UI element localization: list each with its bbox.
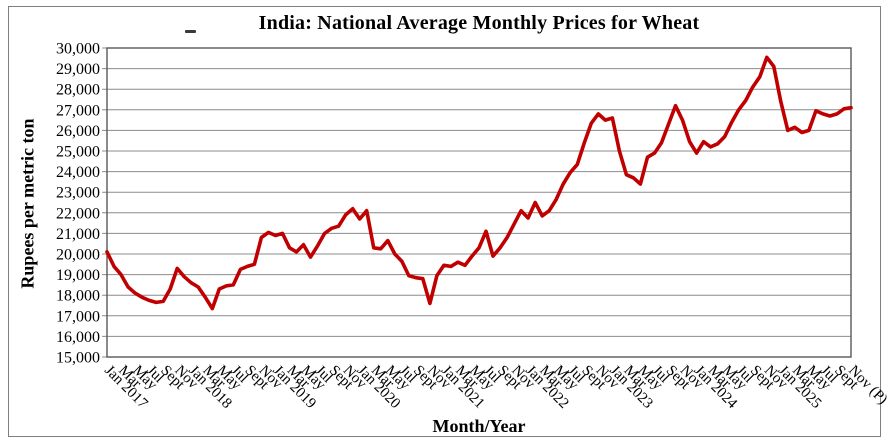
y-tick-label: 26,000 [56,123,100,140]
y-tick-label: 25,000 [56,144,100,161]
y-tick-label: 19,000 [56,267,100,284]
plot-frame [106,47,852,358]
chart-outer-border [8,6,881,437]
chart-title: India: National Average Monthly Prices f… [258,12,700,34]
wheat-price-series-line [105,55,853,311]
y-tick-label: 17,000 [56,308,100,325]
stray-dash-mark [185,30,196,33]
y-tick-label: 18,000 [56,288,100,305]
y-tick-label: 21,000 [56,226,100,243]
y-tick-label: 16,000 [56,329,100,346]
y-tick-label: 24,000 [56,164,100,181]
y-tick-label: 20,000 [56,247,100,264]
y-axis-title: Rupees per metric ton [17,118,38,289]
x-axis-title: Month/Year [432,416,526,436]
y-tick-label: 23,000 [56,185,100,202]
y-tick-label: 28,000 [56,82,100,99]
y-tick-label: 30,000 [56,41,100,58]
y-tick-label: 15,000 [56,350,100,367]
y-tick-label: 27,000 [56,102,100,119]
y-tick-label: 29,000 [56,61,100,78]
y-tick-label: 22,000 [56,205,100,222]
